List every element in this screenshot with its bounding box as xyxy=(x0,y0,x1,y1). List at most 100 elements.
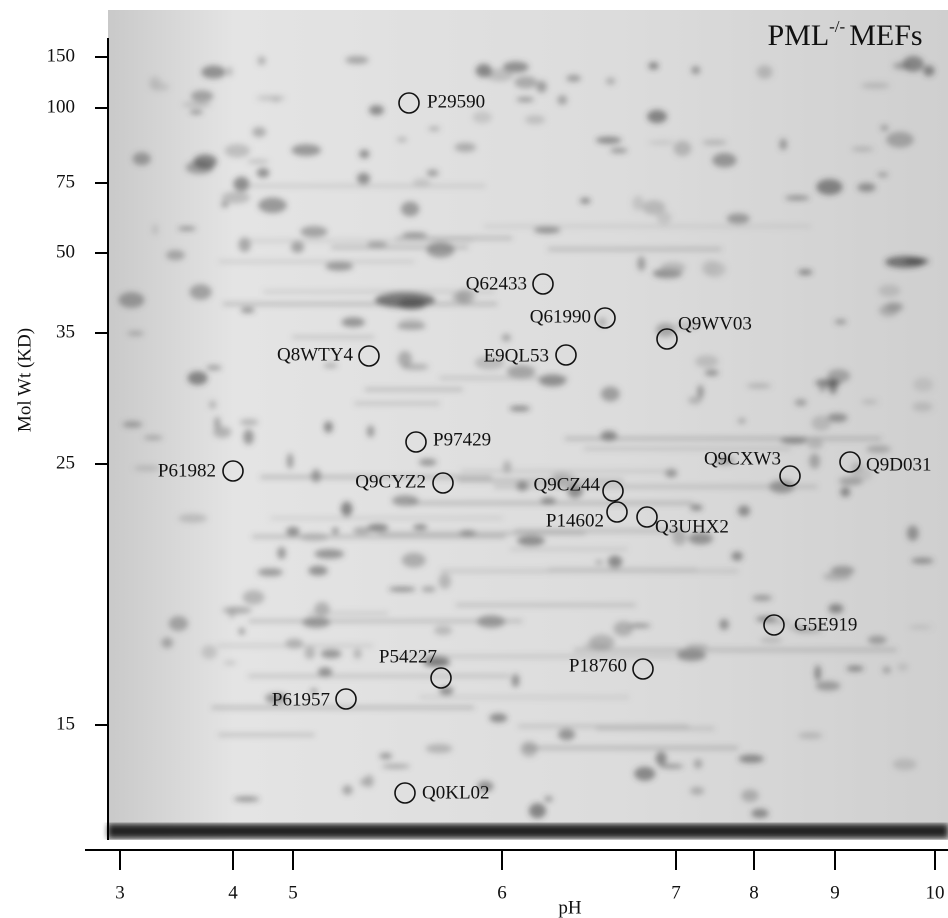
gel-spot xyxy=(271,96,281,103)
gel-spot xyxy=(702,139,727,146)
gel-streak xyxy=(395,236,513,240)
gel-spot xyxy=(239,419,259,426)
gel-spot xyxy=(286,453,294,469)
gel-spot xyxy=(277,546,286,560)
gel-streak xyxy=(524,746,738,750)
gel-spot xyxy=(726,213,750,225)
gel-spot xyxy=(240,307,255,313)
spot-label: P14602 xyxy=(546,510,604,531)
gel-spot xyxy=(421,586,436,592)
gel-spot xyxy=(656,211,672,225)
gel-spot xyxy=(751,808,769,819)
gel-streak xyxy=(439,376,568,380)
gel-spot xyxy=(366,425,375,438)
gel-spot xyxy=(258,197,287,214)
gel-spot xyxy=(369,105,384,116)
gel-spot xyxy=(396,137,408,143)
gel-spot xyxy=(605,77,616,85)
gel-spot xyxy=(166,249,185,261)
gel-streak xyxy=(218,260,415,264)
gel-spot xyxy=(300,226,328,238)
gel-spot xyxy=(143,435,163,440)
spot-circle xyxy=(430,667,452,689)
gel-spot xyxy=(579,197,591,204)
gel-spot xyxy=(759,637,783,643)
gel-spot xyxy=(426,169,439,177)
gel-spot xyxy=(607,555,623,569)
gel-spot xyxy=(823,572,852,581)
y-tick-label: 25 xyxy=(56,452,75,473)
spot-label: Q0KL02 xyxy=(422,782,490,803)
gel-streak xyxy=(494,485,818,489)
gel-spot xyxy=(213,426,232,438)
gel-spot xyxy=(310,688,318,694)
gel-spot xyxy=(814,665,822,681)
gel-streak xyxy=(484,224,811,228)
gel-spot xyxy=(632,195,644,211)
gel-spot xyxy=(127,330,144,336)
gel-streak xyxy=(292,335,375,339)
x-tick-label: 7 xyxy=(671,882,681,903)
gel-streak xyxy=(457,479,624,483)
gel-spot xyxy=(538,374,567,387)
gel-streak xyxy=(548,567,697,571)
gel-spot xyxy=(857,182,876,192)
spot-circle xyxy=(839,451,861,473)
gel-spot xyxy=(528,803,547,819)
gel-spot xyxy=(340,501,353,517)
gel-spot xyxy=(118,292,145,308)
gel-spot xyxy=(168,616,189,631)
gel-spot xyxy=(388,586,416,592)
gel-spot xyxy=(356,172,371,185)
y-tick-label: 35 xyxy=(56,321,75,342)
gel-spot xyxy=(325,261,354,271)
spot-label: Q61990 xyxy=(530,306,591,327)
gel-spot xyxy=(252,126,267,138)
gel-spot xyxy=(923,65,935,77)
gel-spot xyxy=(152,224,159,236)
gel-spot xyxy=(634,766,656,781)
gel-spot xyxy=(704,369,719,376)
gel-spot xyxy=(177,226,197,231)
gel-spot xyxy=(807,438,824,450)
spot-circle xyxy=(222,460,244,482)
spot-label: Q3UHX2 xyxy=(655,516,729,537)
gel-spot xyxy=(397,351,412,367)
gel-spot xyxy=(911,557,934,564)
gel-spot xyxy=(221,201,229,208)
gel-spot xyxy=(257,568,283,577)
gel-spot xyxy=(400,201,420,217)
gel-spot xyxy=(181,101,212,108)
gel-spot xyxy=(401,552,426,568)
spot-label: Q62433 xyxy=(466,273,527,294)
gel-spot xyxy=(613,621,634,637)
gel-spot xyxy=(866,445,891,453)
gel-streak xyxy=(460,469,673,473)
gel-streak xyxy=(307,611,389,615)
gel-streak xyxy=(379,531,586,535)
gel-spot xyxy=(897,663,909,671)
gel-spot xyxy=(226,66,233,77)
gel-spot xyxy=(485,68,514,82)
gel-spot xyxy=(595,560,604,565)
gel-spot xyxy=(688,396,702,405)
gel-spot xyxy=(257,56,266,66)
spot-label: P61957 xyxy=(272,689,330,710)
gel-streak xyxy=(246,239,474,243)
gel-streak xyxy=(263,290,495,294)
gel-spot xyxy=(851,146,874,152)
gel-spot xyxy=(828,603,844,614)
gel-spot xyxy=(221,191,250,204)
gel-streak xyxy=(419,695,629,699)
gel-spot xyxy=(906,525,919,541)
x-tick-label: 5 xyxy=(288,882,298,903)
gel-spot xyxy=(690,504,703,511)
gel-spot xyxy=(690,786,705,795)
y-tick-label: 100 xyxy=(47,96,76,117)
gel-spot xyxy=(428,126,440,131)
gel-spot xyxy=(438,573,452,590)
gel-spot xyxy=(860,82,891,89)
gel-spot xyxy=(379,753,393,759)
spot-circle xyxy=(405,431,427,453)
spot-circle xyxy=(398,92,420,114)
